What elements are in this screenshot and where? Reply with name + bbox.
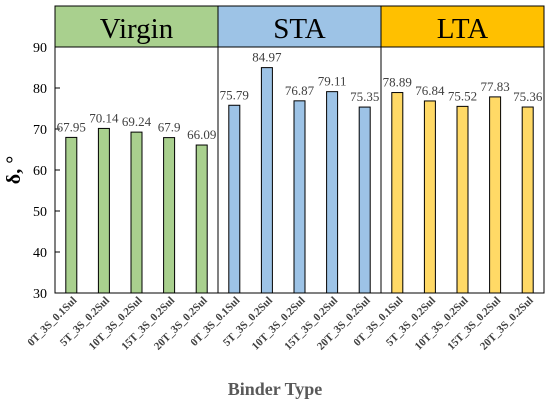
data-label: 75.79 xyxy=(220,87,249,102)
data-label: 76.87 xyxy=(285,83,315,98)
bar xyxy=(423,100,436,294)
y-axis: 30 40 50 60 70 80 90 xyxy=(33,41,60,302)
plot-frame xyxy=(54,46,545,294)
y-tick-label: 90 xyxy=(33,41,47,56)
group-header-band xyxy=(54,5,219,48)
data-label: 76.84 xyxy=(415,83,445,98)
bar xyxy=(358,106,371,294)
group-header-label: STA xyxy=(273,13,326,45)
y-tick-label: 60 xyxy=(33,164,47,179)
y-axis-label: δ, ° xyxy=(3,156,25,184)
data-label: 70.14 xyxy=(89,110,119,125)
bar xyxy=(163,137,176,294)
group-header-band xyxy=(217,5,382,48)
group-headers: Virgin STA LTA xyxy=(54,5,545,48)
bar xyxy=(489,96,502,294)
data-label: 84.97 xyxy=(252,50,282,65)
bar xyxy=(521,106,534,294)
bar xyxy=(326,91,339,294)
y-tick-label: 30 xyxy=(33,287,47,302)
x-axis-label: Binder Type xyxy=(228,379,323,399)
bar xyxy=(391,92,404,294)
data-label: 79.11 xyxy=(318,74,347,89)
bar xyxy=(97,127,110,294)
group-header-band xyxy=(380,5,545,48)
data-label: 69.24 xyxy=(122,114,152,129)
data-label: 75.52 xyxy=(448,88,477,103)
data-label: 75.35 xyxy=(350,89,379,104)
data-label: 77.83 xyxy=(480,79,509,94)
group-header-label: Virgin xyxy=(100,13,174,45)
bar xyxy=(293,100,306,294)
bar xyxy=(228,104,241,294)
bars xyxy=(65,67,534,294)
bar xyxy=(456,105,469,294)
data-label: 75.36 xyxy=(513,89,543,104)
data-label: 66.09 xyxy=(187,127,216,142)
bar xyxy=(65,136,78,294)
y-tick-label: 40 xyxy=(33,246,47,261)
x-tick-labels: 0T_3S_0.1Sul5T_3S_0.2Sul10T_3S_0.2Sul15T… xyxy=(25,295,535,353)
data-label: 67.9 xyxy=(158,120,181,135)
bar xyxy=(195,144,208,294)
data-label: 78.89 xyxy=(383,75,412,90)
plot-border xyxy=(54,46,545,294)
group-header-label: LTA xyxy=(437,13,488,45)
y-tick-label: 50 xyxy=(33,205,47,220)
data-label: 67.95 xyxy=(57,119,86,134)
bar xyxy=(260,67,273,294)
y-tick-label: 70 xyxy=(33,123,47,138)
y-tick-label: 80 xyxy=(33,82,47,97)
bar xyxy=(130,131,143,294)
